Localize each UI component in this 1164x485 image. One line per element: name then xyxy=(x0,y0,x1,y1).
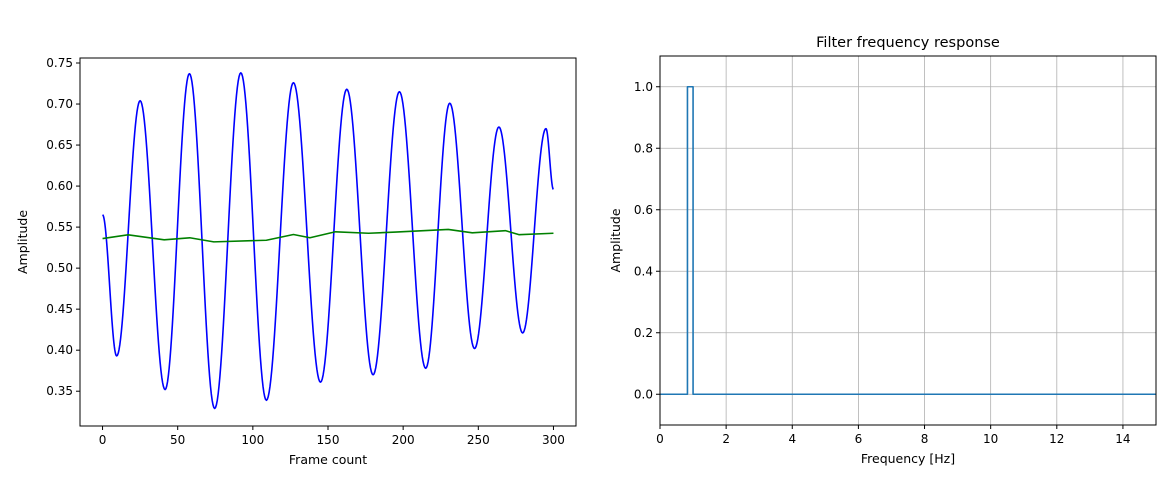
x-tick-label: 14 xyxy=(1115,432,1130,446)
x-tick-label: 0 xyxy=(656,432,664,446)
y-tick-label: 0.70 xyxy=(46,97,73,111)
y-tick-label: 0.40 xyxy=(46,343,73,357)
x-tick-label: 0 xyxy=(99,433,107,447)
chart-title: Filter frequency response xyxy=(816,35,1000,51)
y-tick-label: 0.45 xyxy=(46,302,73,316)
x-tick-label: 4 xyxy=(788,432,796,446)
x-tick-label: 10 xyxy=(983,432,998,446)
series-line-signal xyxy=(102,72,555,410)
chart-2: 0 2 4 6 8 10 12 14 0.0 0.2 0.4 0.6 0.8 1.0 Filter freq… xyxy=(608,35,1157,466)
y-tick-label: 0.4 xyxy=(634,264,653,278)
y-tick-label: 0.0 xyxy=(634,387,653,401)
x-tick-label: 100 xyxy=(241,433,264,447)
y-tick-label: 0.6 xyxy=(634,203,653,217)
x-tick-label: 300 xyxy=(542,433,565,447)
x-tick-label: 6 xyxy=(855,432,863,446)
y-axis-label: Amplitude xyxy=(15,210,30,274)
y-tick-label: 0.65 xyxy=(46,138,73,152)
x-tick-label: 250 xyxy=(467,433,490,447)
y-tick-label: 0.55 xyxy=(46,220,73,234)
x-axis-label: Frequency [Hz] xyxy=(861,451,955,466)
series-line-response xyxy=(660,85,1156,396)
series-line-mean xyxy=(102,228,554,243)
y-tick-label: 0.2 xyxy=(634,326,653,340)
y-tick-label: 0.8 xyxy=(634,141,653,155)
axes-frame xyxy=(659,55,1157,426)
y-tick-label: 0.60 xyxy=(46,179,73,193)
y-tick-label: 0.35 xyxy=(46,384,73,398)
x-tick-label: 200 xyxy=(392,433,415,447)
x-tick-label: 8 xyxy=(921,432,929,446)
x-axis-label: Frame count xyxy=(289,452,367,467)
y-tick-label: 0.50 xyxy=(46,261,73,275)
chart-1: 0 50 100 150 200 250 300 0.35 0.40 0.45 0.50 0.55 0.… xyxy=(15,56,577,467)
y-axis-label: Amplitude xyxy=(608,208,623,272)
y-tick-label: 0.75 xyxy=(46,56,73,70)
y-tick-label: 1.0 xyxy=(634,80,653,94)
axes-frame xyxy=(79,57,577,427)
x-tick-label: 50 xyxy=(170,433,185,447)
x-tick-label: 2 xyxy=(722,432,730,446)
x-tick-label: 12 xyxy=(1049,432,1064,446)
x-tick-label: 150 xyxy=(317,433,340,447)
